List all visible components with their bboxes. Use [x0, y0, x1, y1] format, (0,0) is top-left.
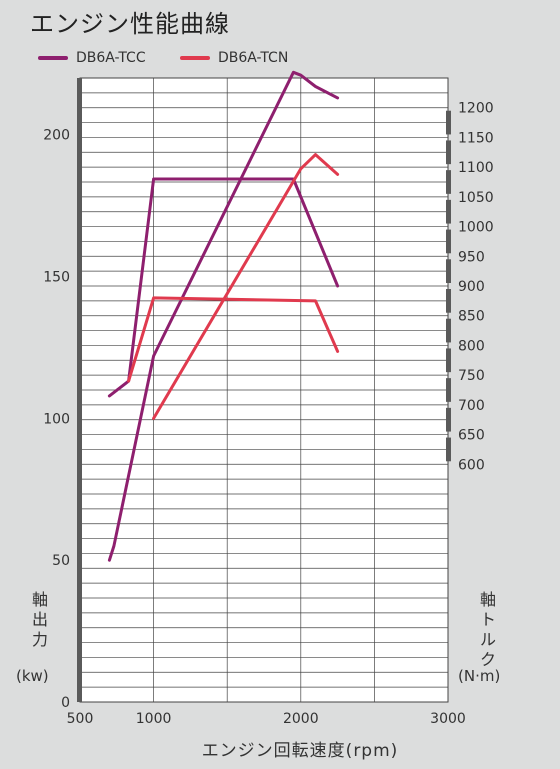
right-axis-bar-segment — [446, 378, 451, 402]
x-tick-label: 500 — [67, 711, 94, 727]
y-right-tick-label: 650 — [458, 428, 485, 444]
y-right-tick-label: 900 — [458, 279, 485, 295]
y-right-tick-label: 600 — [458, 457, 485, 473]
y-right-tick-label: 1000 — [458, 220, 494, 236]
right-axis-bar-segment — [446, 348, 451, 373]
y-right-tick-label: 1050 — [458, 190, 494, 206]
y-left-tick-label: 150 — [43, 270, 70, 286]
chart-title: エンジン性能曲線 — [30, 10, 230, 38]
series-line-db6a-tcn-torque — [127, 296, 340, 383]
right-axis-bar-segment — [446, 318, 451, 343]
right-axis-title: 軸トルク — [479, 590, 496, 669]
right-axis-bar-segment — [446, 289, 451, 313]
left-axis-unit: (kw) — [16, 667, 49, 685]
y-left-tick-label: 200 — [43, 128, 70, 144]
legend-label-tcn: DB6A-TCN — [218, 50, 289, 66]
legend-item-tcc: DB6A-TCC — [38, 50, 146, 66]
right-axis-bar-segment — [446, 259, 451, 283]
y-right-tick-label: 1100 — [458, 160, 494, 176]
x-axis-title: エンジン回転速度(rpm) — [201, 741, 399, 761]
left-axis-bar — [77, 78, 82, 702]
right-axis-bar-segment — [446, 140, 451, 165]
right-axis-bar-segment — [446, 170, 451, 194]
series-line-db6a-tcn-power — [152, 153, 340, 420]
left-axis-title: 軸出力 — [31, 590, 48, 649]
right-axis-bar-segment — [446, 199, 451, 224]
right-axis-bar-segment — [446, 229, 451, 254]
right-axis-bar-segment — [446, 110, 451, 135]
y-right-tick-label: 700 — [458, 398, 485, 414]
x-tick-label: 3000 — [430, 711, 466, 727]
y-left-tick-label: 100 — [43, 411, 70, 427]
y-left-tick-label: 0 — [61, 695, 70, 711]
legend-swatch-tcn — [180, 56, 210, 60]
right-axis-unit: (N·m) — [458, 667, 501, 685]
y-right-tick-label: 750 — [458, 368, 485, 384]
y-right-tick-label: 1200 — [458, 101, 494, 117]
legend-swatch-tcc — [38, 56, 68, 60]
y-right-tick-label: 800 — [458, 338, 485, 354]
legend-label-tcc: DB6A-TCC — [76, 50, 146, 66]
right-axis-bar-segment — [446, 407, 451, 432]
y-right-tick-label: 950 — [458, 249, 485, 265]
x-tick-label: 1000 — [136, 711, 172, 727]
y-left-tick-label: 50 — [52, 553, 70, 569]
y-right-tick-label: 1150 — [458, 130, 494, 146]
series-line-db6a-tcc-power — [107, 70, 340, 562]
x-tick-label: 2000 — [283, 711, 319, 727]
series-line-db6a-tcc-torque — [107, 177, 340, 398]
right-axis-bar-segment — [446, 437, 451, 462]
y-right-tick-label: 850 — [458, 309, 485, 325]
legend-item-tcn: DB6A-TCN — [180, 50, 288, 66]
